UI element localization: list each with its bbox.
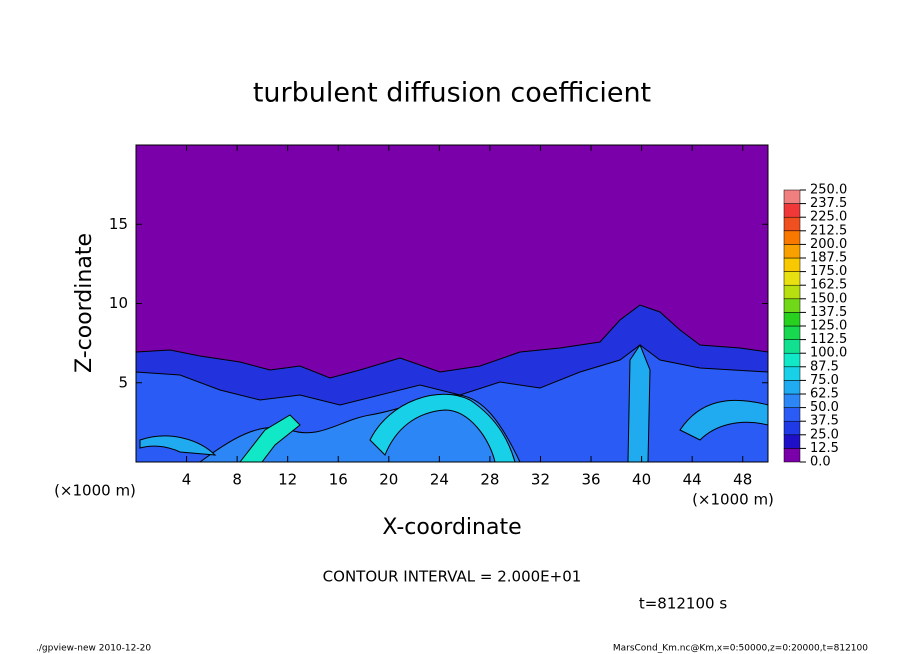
colorbar-label: 37.5 (810, 414, 839, 429)
field (135, 145, 769, 463)
x-tick-label: 28 (480, 471, 499, 489)
y-tick-label: 5 (118, 373, 128, 391)
colorbar-label: 187.5 (810, 251, 847, 266)
y-tick-label: 15 (109, 215, 128, 233)
colorbar-band (783, 257, 801, 272)
colorbar-label: 62.5 (810, 387, 839, 402)
colorbar-band (783, 271, 801, 286)
colorbar-label: 150.0 (810, 291, 847, 306)
x-unit-label: (×1000 m) (54, 482, 136, 500)
colorbar-band (783, 393, 801, 408)
colorbar-band (783, 312, 801, 327)
field-region (627, 343, 651, 463)
x-tick-label: 12 (278, 471, 297, 489)
colorbar-band (783, 298, 801, 313)
x-axis-title: X-coordinate (382, 515, 521, 540)
footer: MarsCond_Km.nc@Km,x=0:50000,z=0:20000,t=… (613, 644, 868, 654)
colorbar-band (783, 339, 801, 354)
colorbar-label: 175.0 (810, 264, 847, 279)
colorbar-label: 125.0 (810, 319, 847, 334)
x-tick-label: 32 (531, 471, 550, 489)
colorbar-label: 112.5 (810, 332, 847, 347)
field-region (198, 394, 521, 463)
colorbar-label: 225.0 (810, 210, 847, 225)
colorbar-label: 162.5 (810, 278, 847, 293)
y-tick-label: 10 (109, 294, 128, 312)
x-tick-label: 4 (182, 471, 192, 489)
colorbar-label: 250.0 (810, 183, 847, 198)
colorbar-label: 12.5 (810, 441, 839, 456)
footer: ./gpview-new 2010-12-20 (36, 644, 151, 654)
colorbar-band (783, 230, 801, 245)
colorbar-band (783, 284, 801, 300)
annotation: CONTOUR INTERVAL = 2.000E+01 (323, 568, 582, 586)
colorbar-label: 50.0 (810, 400, 839, 415)
chart-title: turbulent diffusion coefficient (253, 78, 651, 109)
colorbar-label: 25.0 (810, 427, 839, 442)
colorbar-band (783, 189, 801, 204)
field-region (139, 435, 217, 456)
colorbar-label: 87.5 (810, 359, 839, 374)
colorbar-label: 137.5 (810, 305, 847, 320)
x-tick-label: 20 (379, 471, 398, 489)
colorbar-band (783, 366, 801, 381)
colorbar-band (783, 448, 801, 463)
colorbar-band (783, 380, 801, 395)
colorbar-label: 75.0 (810, 373, 839, 388)
x-tick-label: 16 (329, 471, 348, 489)
y-axis-title: Z-coordinate (72, 233, 97, 373)
annotation: t=812100 s (639, 595, 727, 613)
x-tick-label: 8 (232, 471, 242, 489)
colorbar-band (783, 407, 801, 422)
colorbar-band (783, 434, 801, 449)
x-unit-label: (×1000 m) (692, 491, 774, 509)
colorbar-label: 0.0 (810, 455, 831, 470)
colorbar-label: 100.0 (810, 346, 847, 361)
colorbar-band (783, 325, 801, 340)
x-tick-label: 40 (632, 471, 651, 489)
colorbar-band (783, 420, 801, 436)
colorbar-band (783, 203, 801, 218)
colorbar-band (783, 216, 801, 232)
colorbar-band (783, 352, 801, 368)
colorbar-label: 212.5 (810, 223, 847, 238)
x-tick-label: 36 (581, 471, 600, 489)
x-tick-label: 44 (683, 471, 702, 489)
x-tick-label: 48 (733, 471, 752, 489)
colorbar-label: 200.0 (810, 237, 847, 252)
colorbar-label: 237.5 (810, 196, 847, 211)
x-tick-label: 24 (430, 471, 449, 489)
colorbar-band (783, 244, 801, 259)
